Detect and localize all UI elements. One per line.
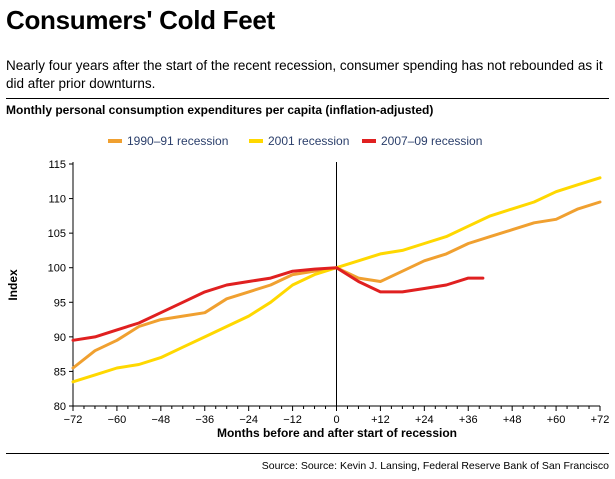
x-tick-label: +48	[503, 414, 522, 426]
x-axis-label: Months before and after start of recessi…	[217, 426, 457, 440]
y-tick-label: 105	[48, 228, 66, 240]
y-axis-label: Index	[6, 269, 20, 301]
y-tick-label: 100	[48, 263, 66, 275]
legend-label-2: 2001 recession	[268, 134, 349, 148]
x-tick-label: −12	[283, 414, 302, 426]
series-line-3	[71, 266, 485, 342]
chart-title: Monthly personal consumption expenditure…	[6, 103, 434, 117]
legend-label-3: 2007–09 recession	[381, 134, 482, 148]
y-tick-label: 95	[54, 297, 66, 309]
x-tick-label: −36	[195, 414, 214, 426]
top-rule	[6, 98, 609, 99]
x-tick-label: −60	[108, 414, 127, 426]
x-axis: −72 −60 −48 −36 −24 −12 0 +12 +24 +36 +48 +60 +72	[64, 162, 610, 426]
headline: Consumers' Cold Feet	[6, 5, 275, 35]
series-lines	[71, 176, 602, 384]
x-tick-label: +12	[371, 414, 390, 426]
y-tick-label: 110	[48, 194, 66, 206]
y-tick-label: 115	[48, 159, 66, 171]
y-tick-label: 90	[54, 332, 66, 344]
source-note: Source: Source: Kevin J. Lansing, Federa…	[261, 460, 609, 472]
x-tick-label: 0	[333, 414, 339, 426]
x-tick-label: +60	[547, 414, 566, 426]
x-tick-label: +72	[591, 414, 610, 426]
legend: 1990–91 recession 2001 recession 2007–09 r…	[108, 134, 482, 148]
y-axis: 80 85 90 95 100 105 110 115	[48, 159, 74, 413]
y-tick-label: 85	[54, 366, 66, 378]
bottom-rule	[6, 453, 609, 454]
y-tick-label: 80	[54, 401, 66, 413]
dek: Nearly four years after the start of the…	[6, 58, 603, 91]
x-tick-label: −24	[239, 414, 258, 426]
x-tick-label: +36	[459, 414, 478, 426]
x-tick-label: −48	[151, 414, 170, 426]
x-tick-label: +24	[415, 414, 434, 426]
legend-label-1: 1990–91 recession	[127, 134, 228, 148]
x-tick-label: −72	[64, 414, 83, 426]
